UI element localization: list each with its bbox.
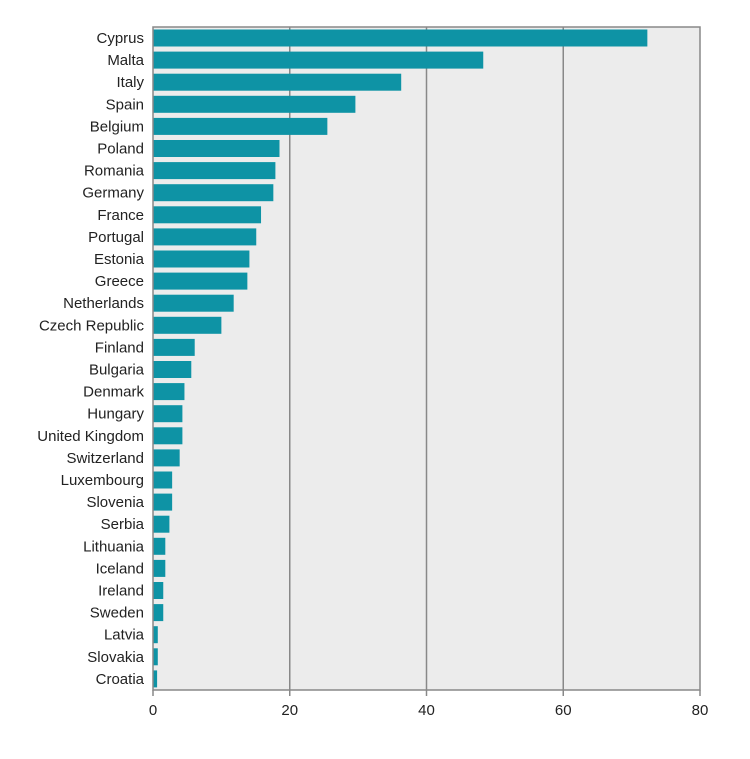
category-label: Sweden — [90, 605, 144, 622]
bar-lithuania — [153, 537, 166, 555]
category-label: Poland — [97, 141, 144, 158]
bar-poland — [153, 140, 280, 157]
bar-luxembourg — [153, 471, 173, 489]
category-label: Finland — [95, 339, 144, 356]
x-tick-label: 80 — [692, 702, 709, 719]
category-label: Romania — [84, 163, 145, 180]
category-label: Slovenia — [86, 494, 144, 511]
bar-switzerland — [153, 449, 180, 467]
bar-slovakia — [153, 648, 158, 666]
category-label: Lithuania — [83, 538, 145, 555]
category-label: Malta — [107, 52, 144, 69]
bar-belgium — [153, 117, 328, 135]
bars — [153, 29, 648, 688]
bar-spain — [153, 95, 356, 113]
category-label: France — [97, 207, 144, 224]
bar-sweden — [153, 604, 164, 622]
bar-portugal — [153, 228, 257, 246]
bar-germany — [153, 184, 274, 202]
category-label: Slovakia — [87, 649, 144, 666]
bar-estonia — [153, 250, 250, 268]
category-label: Portugal — [88, 229, 144, 246]
x-tick-label: 60 — [555, 702, 572, 719]
category-label: Iceland — [96, 560, 144, 577]
bar-hungary — [153, 405, 183, 423]
category-label: Serbia — [101, 516, 145, 533]
bar-iceland — [153, 559, 166, 577]
bar-romania — [153, 162, 276, 180]
bar-ireland — [153, 582, 164, 599]
bar-latvia — [153, 626, 158, 644]
category-label: United Kingdom — [37, 428, 144, 445]
category-label: Estonia — [94, 251, 145, 268]
category-labels: Cyprus Malta Italy Spain Belgium Poland Romani… — [37, 30, 144, 688]
category-label: Hungary — [87, 406, 144, 423]
bar-netherlands — [153, 294, 234, 312]
category-label: Denmark — [83, 384, 144, 401]
category-label: Switzerland — [66, 450, 144, 467]
bar-czech-republic — [153, 316, 222, 334]
category-label: Italy — [116, 74, 144, 91]
category-label: Bulgaria — [89, 362, 145, 379]
bar-bulgaria — [153, 361, 192, 378]
bar-finland — [153, 338, 195, 356]
bar-denmark — [153, 383, 185, 401]
bar-greece — [153, 272, 248, 290]
bar-serbia — [153, 515, 170, 533]
category-label: Cyprus — [96, 30, 144, 47]
category-label: Belgium — [90, 118, 144, 135]
x-tick-label: 20 — [281, 702, 298, 719]
category-label: Netherlands — [63, 295, 144, 312]
grid-lines — [289, 27, 564, 690]
bar-united-kingdom — [153, 427, 183, 445]
x-axis-ticks: 0 20 40 60 80 — [149, 690, 709, 719]
category-label: Spain — [106, 96, 144, 113]
bar-italy — [153, 73, 402, 91]
bar-cyprus — [153, 29, 648, 47]
category-label: Czech Republic — [39, 317, 145, 334]
category-label: Latvia — [104, 627, 145, 644]
category-label: Germany — [82, 185, 144, 202]
bar-slovenia — [153, 493, 173, 511]
bar-france — [153, 206, 262, 224]
category-label: Luxembourg — [61, 472, 144, 489]
bar-croatia — [153, 670, 158, 688]
category-label: Greece — [95, 273, 144, 290]
x-tick-label: 0 — [149, 702, 157, 719]
x-tick-label: 40 — [418, 702, 435, 719]
category-label: Croatia — [96, 671, 145, 688]
bar-malta — [153, 51, 484, 69]
category-label: Ireland — [98, 583, 144, 600]
